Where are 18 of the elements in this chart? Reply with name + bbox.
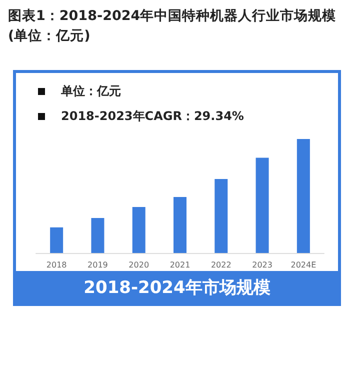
bar — [91, 218, 104, 253]
x-tick-label: 2023 — [252, 260, 272, 270]
bar — [174, 197, 186, 253]
bar — [214, 179, 228, 253]
text: 2018-2024年市场规模 — [16, 271, 338, 303]
bar — [256, 158, 269, 253]
bar — [50, 227, 64, 253]
text: 单位：亿元 — [61, 83, 121, 100]
x-tick-label: 2020 — [128, 260, 150, 270]
x-tick-label: 2018 — [46, 260, 67, 270]
chart-title: 图表1：2018-2024年中国特种机器人行业市场规模(单位：亿元) — [8, 7, 338, 46]
x-tick-label: 2024E — [290, 260, 316, 270]
x-tick-label: 2021 — [170, 260, 190, 270]
x-tick-label: 2022 — [210, 260, 232, 270]
bar — [296, 139, 310, 253]
x-tick-label: 2019 — [88, 260, 108, 270]
bar — [132, 206, 146, 253]
text: 2018-2023年CAGR：29.34% — [61, 108, 244, 125]
